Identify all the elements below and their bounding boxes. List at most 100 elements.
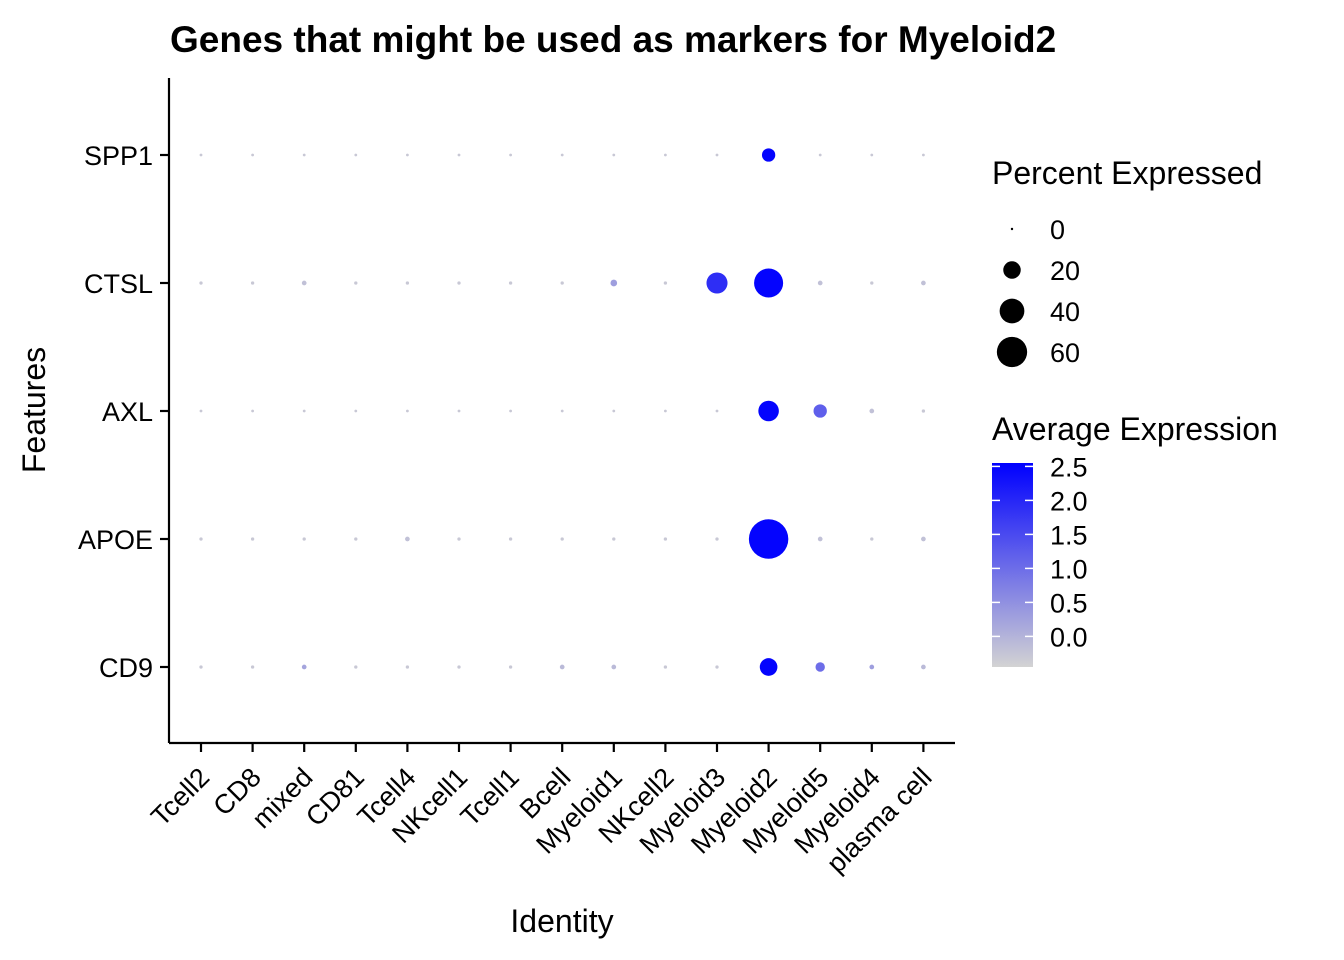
dot-point	[508, 665, 513, 669]
dot-point	[818, 153, 822, 157]
dot-point	[457, 537, 461, 541]
dot-point	[405, 281, 410, 285]
dot-point	[715, 409, 719, 413]
legend-layer: 0 20 40 60 2.5 2.0 1.5 1.0 0.5 0.0	[992, 215, 1088, 667]
dot-point	[560, 153, 564, 157]
size-legend-title: Percent Expressed	[992, 155, 1262, 191]
dot-point	[813, 404, 827, 418]
x-tick-label: Tcell1	[455, 762, 525, 832]
dot-point	[251, 153, 255, 157]
dot-point	[715, 153, 719, 157]
dot-point	[251, 409, 255, 413]
dot-point	[706, 272, 728, 294]
dot-point	[457, 665, 461, 669]
dot-point	[405, 665, 410, 669]
dot-point	[870, 153, 874, 157]
dot-point	[817, 536, 823, 542]
dot-point	[354, 281, 358, 285]
size-legend-dot	[1003, 261, 1021, 279]
dot-point	[508, 537, 513, 541]
dot-point	[508, 281, 513, 285]
dot-point	[199, 153, 203, 157]
dot-point	[715, 537, 719, 541]
x-tick-label: Tcell2	[145, 762, 215, 832]
color-legend-label: 1.0	[1050, 554, 1088, 584]
dot-point	[560, 409, 564, 413]
color-legend-bar	[992, 463, 1033, 667]
dot-point	[559, 664, 565, 670]
dot-point	[406, 153, 409, 157]
color-legend-label: 0.0	[1050, 622, 1088, 652]
dot-point	[664, 409, 667, 413]
dot-point	[301, 664, 307, 670]
dot-point	[302, 409, 306, 413]
dot-point	[199, 409, 203, 413]
dot-point	[199, 281, 203, 285]
dot-point	[250, 281, 255, 285]
dot-point	[611, 664, 617, 670]
color-legend-label: 0.5	[1050, 588, 1088, 618]
dot-point	[354, 409, 358, 413]
y-tick-label: AXL	[102, 397, 153, 427]
dot-point	[457, 153, 461, 157]
dot-point	[715, 665, 719, 669]
dot-point	[457, 281, 461, 285]
size-legend-dot	[996, 336, 1028, 368]
size-legend-label: 60	[1050, 338, 1080, 368]
dot-point	[870, 537, 874, 541]
dot-point	[759, 658, 778, 676]
dot-point	[354, 153, 358, 157]
dot-point	[405, 536, 410, 542]
dot-point	[406, 409, 409, 413]
dot-point	[869, 664, 875, 670]
color-legend-label: 1.5	[1050, 520, 1088, 550]
dot-point	[663, 537, 668, 541]
dot-point	[921, 536, 926, 542]
dot-point	[250, 537, 255, 541]
dot-point	[301, 280, 307, 286]
dot-point	[817, 280, 823, 286]
dot-point	[815, 662, 825, 672]
color-legend-label: 2.0	[1050, 486, 1088, 516]
dot-point	[748, 519, 789, 559]
dot-point	[457, 409, 461, 413]
chart-title: Genes that might be used as markers for …	[170, 19, 1056, 60]
x-tick-label: CD81	[300, 762, 370, 832]
dot-point	[199, 537, 203, 541]
dot-point	[612, 409, 616, 413]
dot-point	[612, 537, 616, 541]
dot-point	[921, 664, 926, 670]
plot-layer: Tcell2CD8mixedCD81Tcell4NKcell1Tcell1Bce…	[78, 78, 955, 879]
dot-point	[354, 665, 358, 669]
dot-point	[612, 153, 616, 157]
dot-point	[302, 153, 306, 157]
color-legend-title: Average Expression	[992, 411, 1278, 447]
dot-point	[302, 537, 306, 541]
dot-point	[921, 409, 926, 413]
dot-point	[922, 153, 925, 157]
color-legend-label: 2.5	[1050, 452, 1088, 482]
size-legend-label: 20	[1050, 256, 1080, 286]
y-tick-label: CTSL	[84, 269, 153, 299]
dot-point	[250, 665, 255, 669]
size-legend-label: 40	[1050, 297, 1080, 327]
y-tick-label: SPP1	[84, 141, 153, 171]
dot-point	[560, 281, 564, 285]
dot-point	[869, 408, 875, 414]
dot-point	[199, 665, 203, 669]
y-axis-title: Features	[16, 347, 52, 473]
dot-point	[560, 537, 564, 541]
size-legend-dot	[999, 298, 1025, 324]
y-tick-label: APOE	[78, 525, 153, 555]
size-legend-dot	[1010, 227, 1014, 231]
dot-point	[354, 537, 358, 541]
dot-point	[663, 665, 668, 669]
dot-point	[754, 268, 784, 298]
dot-point	[509, 153, 512, 157]
dot-point	[610, 279, 618, 287]
y-tick-label: CD9	[99, 653, 153, 683]
x-axis-title: Identity	[510, 903, 613, 939]
dot-point	[663, 281, 668, 285]
dot-point	[509, 409, 512, 413]
dot-point	[870, 281, 874, 285]
